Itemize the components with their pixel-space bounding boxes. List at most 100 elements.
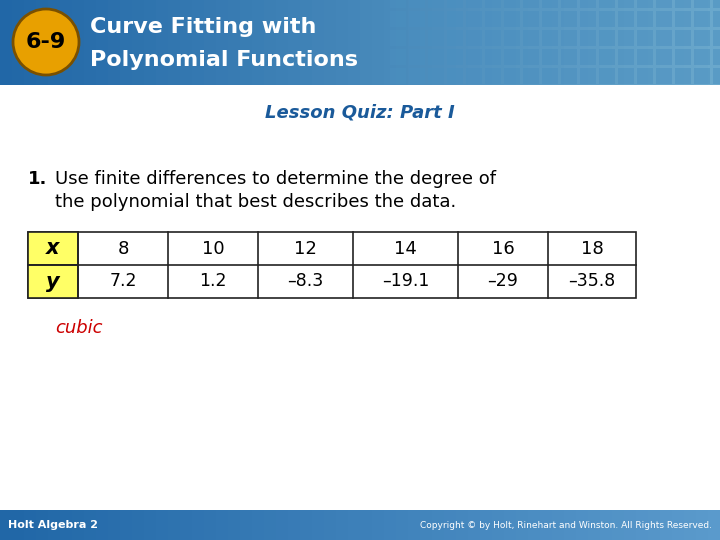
Bar: [675, 68, 691, 84]
Bar: [580, 49, 596, 65]
Bar: [485, 11, 501, 27]
Bar: [504, 11, 520, 27]
Bar: [485, 30, 501, 46]
Text: 14: 14: [394, 240, 417, 258]
Text: Curve Fitting with: Curve Fitting with: [90, 17, 316, 37]
Text: 1.: 1.: [28, 170, 48, 188]
Bar: [656, 49, 672, 65]
Bar: [599, 11, 615, 27]
Bar: [447, 49, 463, 65]
Text: 10: 10: [202, 240, 225, 258]
Bar: [504, 0, 520, 8]
Bar: [542, 68, 558, 84]
Bar: [561, 30, 577, 46]
Bar: [447, 11, 463, 27]
Bar: [447, 30, 463, 46]
Bar: [675, 0, 691, 8]
Bar: [466, 11, 482, 27]
Text: 1.2: 1.2: [199, 273, 227, 291]
Text: 16: 16: [492, 240, 514, 258]
Bar: [523, 68, 539, 84]
Bar: [523, 30, 539, 46]
Bar: [713, 68, 720, 84]
Bar: [561, 11, 577, 27]
Text: Polynomial Functions: Polynomial Functions: [90, 50, 358, 71]
Bar: [618, 30, 634, 46]
Bar: [428, 0, 444, 8]
Bar: [466, 0, 482, 8]
Bar: [675, 30, 691, 46]
Bar: [561, 49, 577, 65]
Bar: [542, 0, 558, 8]
Text: 7.2: 7.2: [109, 273, 137, 291]
Bar: [523, 11, 539, 27]
Bar: [713, 30, 720, 46]
Bar: [580, 0, 596, 8]
Bar: [694, 49, 710, 65]
Bar: [618, 11, 634, 27]
Text: 12: 12: [294, 240, 317, 258]
Bar: [656, 11, 672, 27]
Bar: [580, 30, 596, 46]
Bar: [504, 49, 520, 65]
Bar: [466, 68, 482, 84]
Bar: [504, 68, 520, 84]
Bar: [599, 30, 615, 46]
Bar: [656, 30, 672, 46]
Bar: [618, 0, 634, 8]
Circle shape: [13, 9, 79, 75]
Bar: [466, 30, 482, 46]
Bar: [409, 0, 425, 8]
Bar: [694, 0, 710, 8]
Bar: [656, 68, 672, 84]
Text: –29: –29: [487, 273, 518, 291]
Bar: [409, 68, 425, 84]
Bar: [409, 49, 425, 65]
Bar: [637, 49, 653, 65]
Text: Holt Algebra 2: Holt Algebra 2: [8, 520, 98, 530]
Text: Use finite differences to determine the degree of: Use finite differences to determine the …: [55, 170, 496, 188]
Bar: [713, 49, 720, 65]
Bar: [580, 11, 596, 27]
Bar: [694, 11, 710, 27]
Text: –8.3: –8.3: [287, 273, 323, 291]
Bar: [656, 0, 672, 8]
Bar: [637, 0, 653, 8]
Bar: [694, 68, 710, 84]
Text: –35.8: –35.8: [568, 273, 616, 291]
Text: Lesson Quiz: Part I: Lesson Quiz: Part I: [265, 103, 455, 121]
Bar: [637, 11, 653, 27]
Text: 6-9: 6-9: [26, 32, 66, 52]
Bar: [485, 0, 501, 8]
Text: the polynomial that best describes the data.: the polynomial that best describes the d…: [55, 193, 456, 211]
Bar: [542, 30, 558, 46]
Bar: [428, 11, 444, 27]
Bar: [409, 30, 425, 46]
Bar: [618, 49, 634, 65]
Bar: [28, 232, 78, 265]
Bar: [523, 49, 539, 65]
Bar: [523, 0, 539, 8]
Bar: [428, 49, 444, 65]
Bar: [713, 11, 720, 27]
Bar: [390, 11, 406, 27]
Bar: [637, 68, 653, 84]
Bar: [618, 68, 634, 84]
Bar: [390, 68, 406, 84]
Bar: [28, 265, 78, 298]
Text: y: y: [46, 272, 60, 292]
Bar: [504, 30, 520, 46]
Bar: [675, 49, 691, 65]
Bar: [580, 68, 596, 84]
Bar: [713, 0, 720, 8]
Bar: [561, 0, 577, 8]
Bar: [485, 68, 501, 84]
Bar: [390, 0, 406, 8]
Text: Copyright © by Holt, Rinehart and Winston. All Rights Reserved.: Copyright © by Holt, Rinehart and Winsto…: [420, 521, 712, 530]
Bar: [675, 11, 691, 27]
Bar: [599, 0, 615, 8]
Bar: [390, 49, 406, 65]
Bar: [599, 68, 615, 84]
Bar: [542, 11, 558, 27]
Bar: [599, 49, 615, 65]
